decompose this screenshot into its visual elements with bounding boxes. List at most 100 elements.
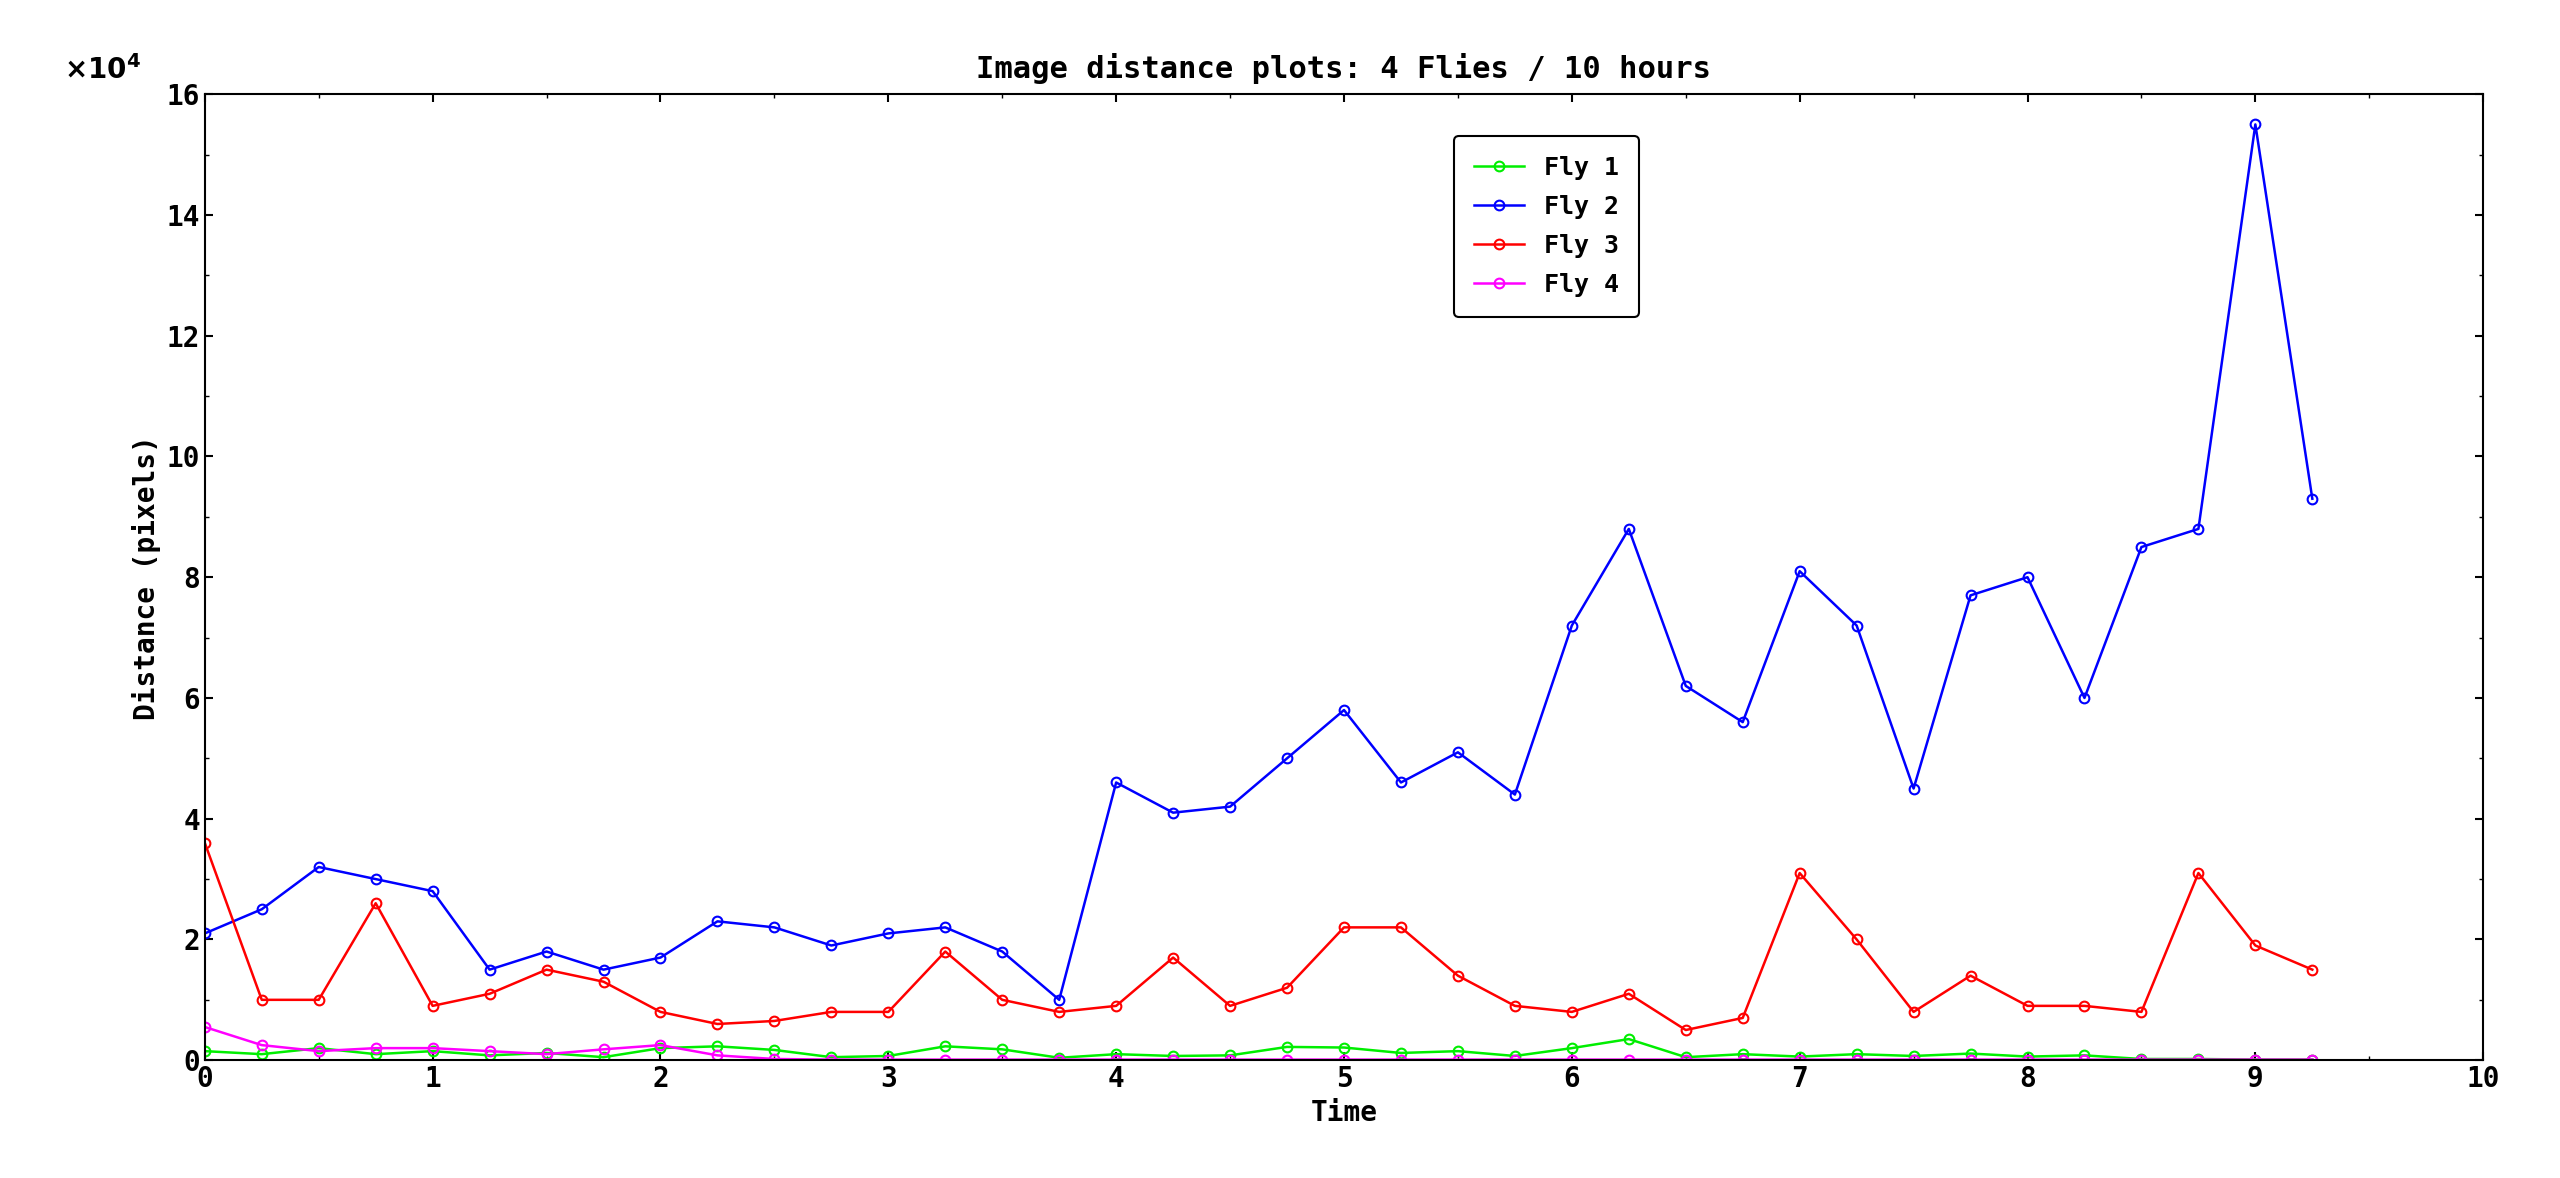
Fly 3 — [817, 1005, 847, 1019]
Fly 4 — [1728, 1052, 1759, 1066]
Fly 3 — [1841, 933, 1871, 947]
Fly 1 — [589, 1050, 620, 1064]
Fly 4 — [988, 1052, 1019, 1066]
Fly 2 — [474, 962, 504, 977]
Fly 1 — [1044, 1051, 1075, 1065]
Fly 2 — [1044, 993, 1075, 1007]
Fly 1 — [1500, 1048, 1531, 1063]
Fly 1 — [701, 1039, 732, 1053]
Fly 2 — [1444, 746, 1475, 760]
Fly 3 — [1044, 1005, 1075, 1019]
Fly 1 — [1444, 1044, 1475, 1058]
Fly 2 — [361, 872, 392, 886]
Fly 3 — [361, 896, 392, 911]
Fly 4 — [1101, 1052, 1132, 1066]
Title: Image distance plots: 4 Flies / 10 hours: Image distance plots: 4 Flies / 10 hours — [975, 53, 1713, 84]
Fly 3 — [1213, 999, 1244, 1013]
Fly 4 — [1044, 1052, 1075, 1066]
Fly 3 — [417, 999, 448, 1013]
Fly 2 — [2240, 118, 2271, 132]
Fly 2 — [1329, 703, 1359, 717]
Fly 2 — [246, 902, 276, 916]
Fly 3 — [589, 974, 620, 988]
Fly 3 — [2125, 1005, 2156, 1019]
Fly 2 — [817, 939, 847, 953]
Fly 3 — [873, 1005, 904, 1019]
Fly 4 — [474, 1044, 504, 1058]
Y-axis label: Distance (pixels): Distance (pixels) — [133, 435, 161, 720]
Legend: Fly 1, Fly 2, Fly 3, Fly 4: Fly 1, Fly 2, Fly 3, Fly 4 — [1454, 135, 1638, 317]
Line: Fly 1: Fly 1 — [200, 1034, 2317, 1065]
Fly 4 — [305, 1044, 333, 1058]
Fly 1 — [246, 1047, 276, 1061]
Fly 3 — [988, 993, 1019, 1007]
Fly 3 — [246, 993, 276, 1007]
Fly 2 — [701, 914, 732, 928]
Fly 2 — [1784, 564, 1815, 578]
Fly 3 — [1897, 1005, 1930, 1019]
Fly 4 — [189, 1020, 220, 1034]
Fly 3 — [1329, 920, 1359, 934]
Fly 1 — [1101, 1047, 1132, 1061]
Fly 4 — [1784, 1052, 1815, 1066]
Fly 1 — [1556, 1041, 1587, 1055]
Fly 2 — [1956, 588, 1987, 602]
Fly 4 — [2068, 1052, 2099, 1066]
Fly 1 — [1897, 1048, 1930, 1063]
Fly 3 — [701, 1017, 732, 1031]
Fly 4 — [2240, 1052, 2271, 1066]
Fly 2 — [758, 920, 788, 934]
Fly 4 — [929, 1052, 960, 1066]
Fly 1 — [1669, 1050, 1700, 1064]
Fly 3 — [645, 1005, 676, 1019]
Fly 4 — [1157, 1052, 1188, 1066]
Fly 3 — [1101, 999, 1132, 1013]
Fly 2 — [189, 926, 220, 940]
Fly 3 — [2068, 999, 2099, 1013]
Fly 4 — [817, 1052, 847, 1066]
Fly 4 — [758, 1052, 788, 1066]
Line: Fly 3: Fly 3 — [200, 838, 2317, 1035]
Fly 2 — [645, 951, 676, 965]
Fly 2 — [1669, 679, 1700, 693]
Fly 2 — [929, 920, 960, 934]
Fly 4 — [1613, 1052, 1644, 1066]
Fly 3 — [2184, 866, 2214, 880]
Fly 2 — [532, 945, 563, 959]
Fly 1 — [2068, 1048, 2099, 1063]
Fly 1 — [1956, 1046, 1987, 1060]
Line: Fly 2: Fly 2 — [200, 119, 2317, 1005]
Fly 2 — [589, 962, 620, 977]
Fly 3 — [1669, 1023, 1700, 1037]
Fly 3 — [1784, 866, 1815, 880]
Fly 1 — [1784, 1050, 1815, 1064]
Fly 2 — [988, 945, 1019, 959]
Fly 2 — [1157, 806, 1188, 820]
Fly 1 — [758, 1043, 788, 1057]
Fly 1 — [988, 1043, 1019, 1057]
Fly 1 — [2184, 1052, 2214, 1066]
Fly 3 — [305, 993, 333, 1007]
Fly 1 — [474, 1048, 504, 1063]
Fly 2 — [1556, 618, 1587, 633]
Fly 4 — [1329, 1052, 1359, 1066]
Fly 2 — [1728, 715, 1759, 729]
Fly 3 — [1728, 1011, 1759, 1025]
Fly 3 — [1500, 999, 1531, 1013]
Fly 1 — [2240, 1052, 2271, 1066]
Fly 1 — [1329, 1040, 1359, 1054]
Fly 4 — [532, 1047, 563, 1061]
Fly 4 — [2125, 1052, 2156, 1066]
Fly 3 — [2296, 962, 2327, 977]
Fly 2 — [1101, 775, 1132, 789]
Fly 2 — [2068, 690, 2099, 704]
Fly 2 — [417, 884, 448, 898]
Fly 1 — [532, 1046, 563, 1060]
Fly 2 — [305, 860, 333, 874]
Fly 1 — [873, 1048, 904, 1063]
Fly 3 — [2240, 939, 2271, 953]
Fly 1 — [2125, 1052, 2156, 1066]
Fly 4 — [1385, 1052, 1416, 1066]
Fly 4 — [645, 1038, 676, 1052]
Fly 3 — [1272, 980, 1303, 994]
